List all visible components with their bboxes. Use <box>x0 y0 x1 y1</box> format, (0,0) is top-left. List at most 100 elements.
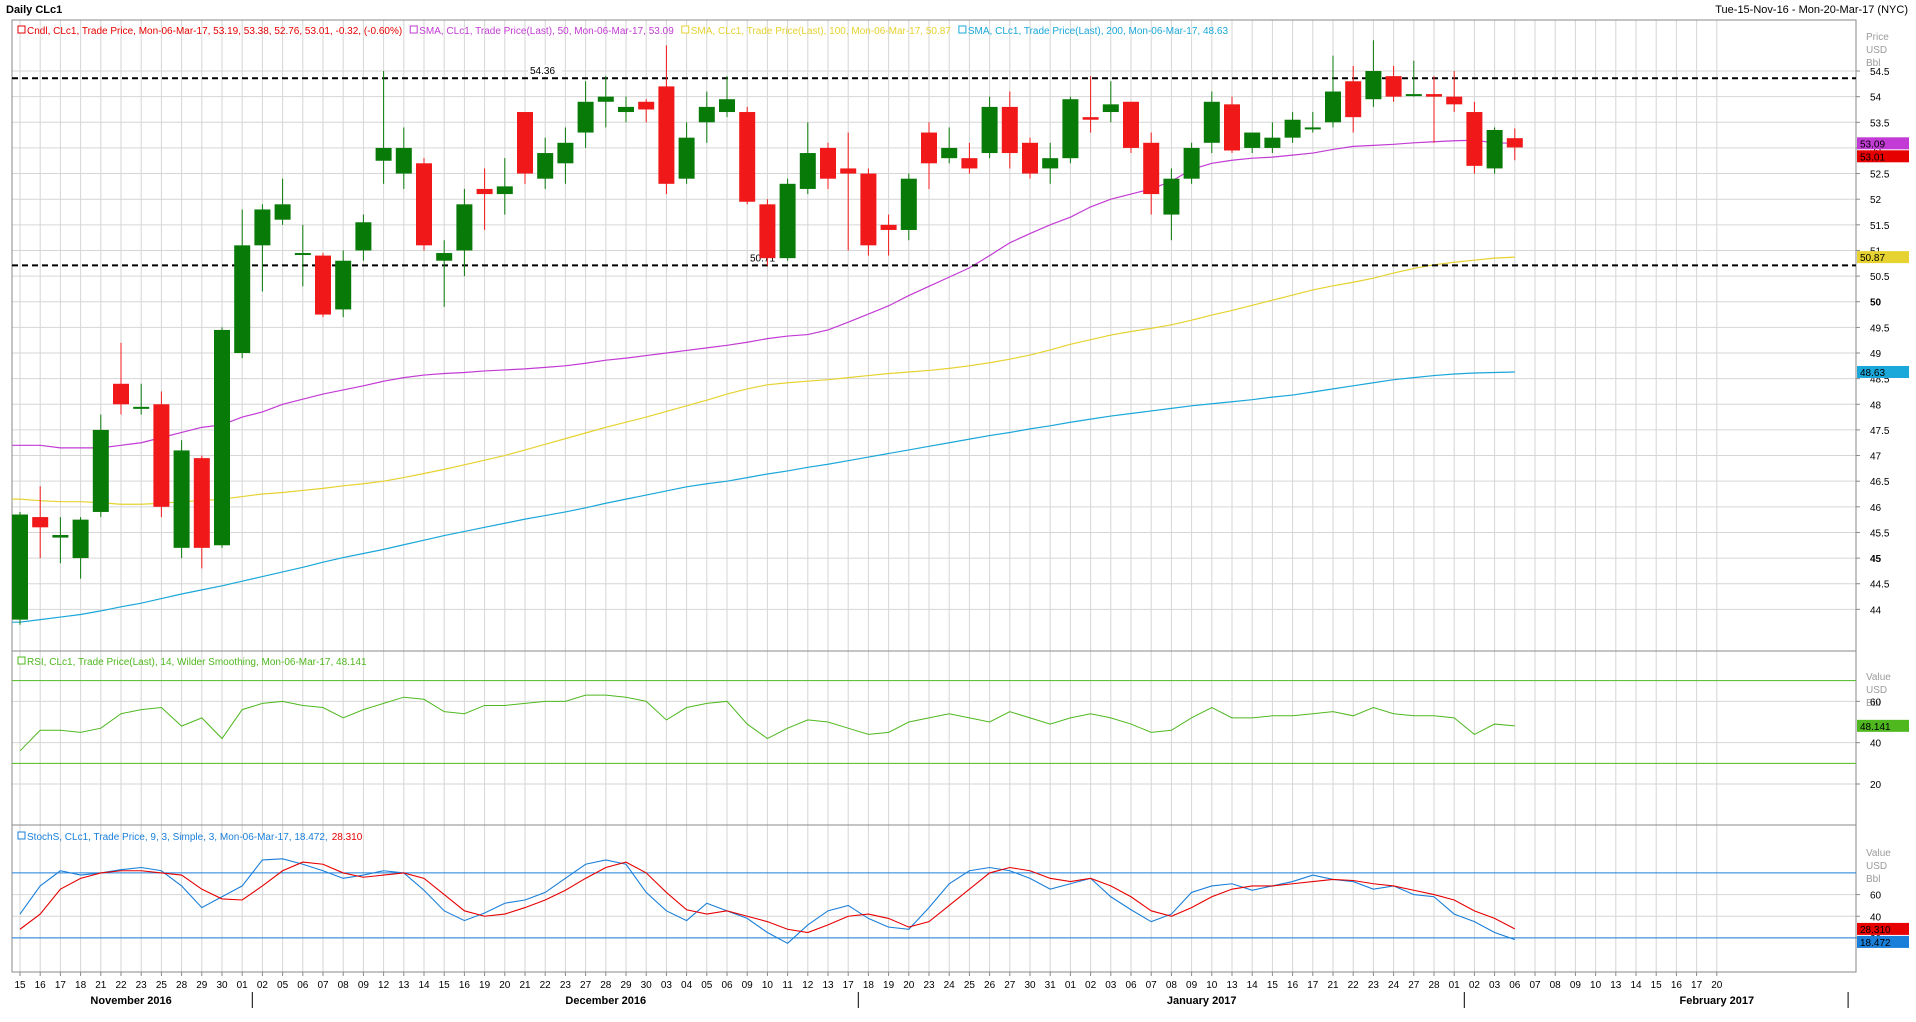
candle-body <box>1102 104 1119 113</box>
candle-body <box>1365 71 1382 100</box>
candle-body <box>375 147 392 161</box>
x-day-label: 02 <box>257 980 269 991</box>
candle-body <box>597 96 614 102</box>
value-tag <box>1857 365 1909 378</box>
candle-body <box>921 132 937 164</box>
candle-body <box>1244 132 1261 148</box>
x-day-label: 19 <box>479 980 491 991</box>
x-day-label: 01 <box>1449 980 1461 991</box>
x-day-label: 20 <box>1711 980 1723 991</box>
price-tick-label: 50 <box>1870 298 1882 309</box>
chart-title: Daily CLc1 <box>6 4 62 16</box>
candle-body <box>1426 94 1442 97</box>
candle-body <box>517 112 533 174</box>
candle-body <box>1466 112 1483 166</box>
price-tick-label: 47.5 <box>1870 426 1890 437</box>
x-day-labels: 15 16 17 18 21 22 23 25 28 29 30 01 02 05 06 07 08 09 12 13… <box>14 972 1723 991</box>
sma50-line <box>12 139 1515 449</box>
x-day-label: 14 <box>1247 980 1259 991</box>
price-tick-label: 50.5 <box>1870 272 1890 283</box>
x-day-label: 18 <box>863 980 875 991</box>
value-tag-label: 50.87 <box>1860 253 1885 264</box>
price-tick-label: 45.5 <box>1870 528 1890 539</box>
x-month-labels: November 2016 December 2016 January 2017 Fe… <box>90 992 1849 1008</box>
x-day-label: 23 <box>923 980 935 991</box>
price-tick-label: 44.5 <box>1870 580 1890 591</box>
legend-marker <box>409 25 418 34</box>
candle-body <box>981 106 998 154</box>
candle-body <box>1506 138 1523 148</box>
x-day-label: 21 <box>519 980 531 991</box>
x-day-label: 30 <box>641 980 653 991</box>
x-day-label: 10 <box>762 980 774 991</box>
x-day-label: 09 <box>1186 980 1198 991</box>
candle-body <box>476 188 493 195</box>
price-tick-label: 48.5 <box>1870 375 1890 386</box>
x-axis: 15 16 17 18 21 22 23 25 28 29 30 01 02 05 06 07 08 09 12 13… <box>12 971 1856 1008</box>
price-gridlines <box>12 20 1856 651</box>
x-day-label: 08 <box>1166 980 1178 991</box>
x-day-label: 25 <box>964 980 976 991</box>
value-tag-label: 53.01 <box>1860 152 1885 163</box>
candle-body <box>658 86 675 184</box>
legend-entry: Cndl, CLc1, Trade Price, Mon-06-Mar-17, … <box>27 26 402 37</box>
x-month-label: December 2016 <box>565 995 646 1007</box>
candle-body <box>254 209 271 246</box>
x-day-label: 06 <box>1125 980 1137 991</box>
x-day-label: 10 <box>1206 980 1218 991</box>
rsi-tick-label: 20 <box>1870 780 1882 791</box>
x-day-label: 15 <box>1651 980 1663 991</box>
x-month-label: January 2017 <box>1167 995 1237 1007</box>
stoch-tick-label: 60 <box>1870 891 1882 902</box>
axis-header-label: Value <box>1866 672 1891 683</box>
x-day-label: 20 <box>499 980 511 991</box>
x-day-label: 15 <box>14 980 26 991</box>
candle-body <box>1062 99 1079 159</box>
candle-body <box>698 106 715 123</box>
price-tick-label: 47 <box>1870 452 1882 463</box>
x-day-label: 13 <box>398 980 410 991</box>
x-day-label: 28 <box>600 980 612 991</box>
date-range: Tue-15-Nov-16 - Mon-20-Mar-17 (NYC) <box>1715 4 1908 16</box>
x-day-label: 02 <box>1469 980 1481 991</box>
axis-header-label: USD <box>1866 45 1887 56</box>
candle-body <box>1224 104 1240 151</box>
x-day-label: 09 <box>358 980 370 991</box>
sma100-line <box>12 256 1515 505</box>
candle-body <box>1325 91 1341 123</box>
x-day-label: 11 <box>782 980 793 991</box>
rsi-line <box>19 694 1515 752</box>
candle-body <box>52 535 69 538</box>
price-tick-label: 46.5 <box>1870 477 1890 488</box>
candle-body <box>1284 119 1301 138</box>
stoch-axis-header: Value USD Bbl <box>1866 848 1891 885</box>
candlesticks <box>12 40 1523 625</box>
x-day-label: 27 <box>580 980 592 991</box>
x-day-label: 14 <box>418 980 430 991</box>
value-tag-label: 53.09 <box>1860 139 1885 150</box>
candle-body <box>577 101 594 133</box>
legend-marker <box>17 25 26 34</box>
candle-body <box>900 178 917 230</box>
x-day-label: 21 <box>95 980 107 991</box>
x-day-label: 30 <box>1024 980 1036 991</box>
price-legend: Cndl, CLc1, Trade Price, Mon-06-Mar-17, … <box>17 25 1228 37</box>
x-day-label: 13 <box>1610 980 1622 991</box>
x-day-label: 23 <box>560 980 572 991</box>
candle-body <box>1345 81 1362 118</box>
candle-body <box>214 329 230 546</box>
candle-body <box>719 99 735 113</box>
x-day-label: 01 <box>237 980 249 991</box>
stoch-lines <box>12 858 1856 945</box>
x-day-label: 27 <box>1004 980 1016 991</box>
candle-body <box>1042 158 1059 169</box>
x-day-label: 01 <box>1065 980 1077 991</box>
candle-body <box>416 163 432 246</box>
x-day-label: 17 <box>55 980 67 991</box>
candle-body <box>739 112 756 202</box>
rsi-axis-header: Value USD Bbl <box>1866 672 1891 709</box>
price-tick-label: 52 <box>1870 195 1882 206</box>
x-day-label: 31 <box>1045 980 1057 991</box>
sma200-line <box>12 371 1515 623</box>
price-tick-label: 52.5 <box>1870 170 1890 181</box>
